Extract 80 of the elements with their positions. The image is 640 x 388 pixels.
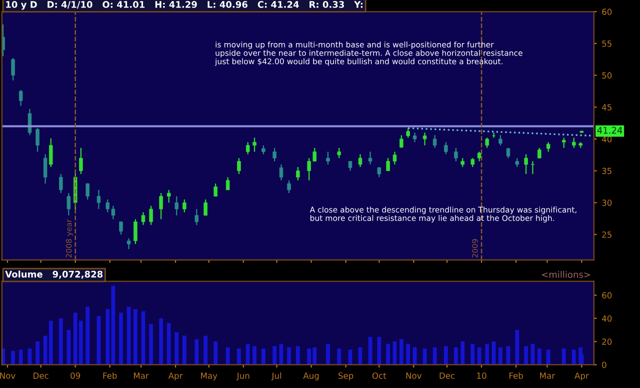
- candlestick: [262, 144, 266, 155]
- bar: [106, 309, 110, 365]
- bar: [214, 342, 218, 365]
- x-tick-label: Sep: [338, 372, 354, 380]
- x-tick-label: Feb: [103, 372, 117, 379]
- bar: [66, 330, 71, 365]
- bar: [18, 350, 23, 365]
- bar: [498, 347, 502, 365]
- bar: [119, 312, 123, 365]
- x-tick-label: Nov: [0, 372, 16, 379]
- bar: [406, 344, 410, 365]
- bar: [399, 339, 404, 365]
- bar: [36, 342, 40, 365]
- bar: [287, 347, 291, 365]
- bar: [337, 348, 342, 365]
- x-tick-label: May: [201, 372, 218, 380]
- x-tick-label: Aug: [303, 372, 319, 380]
- bar: [515, 330, 520, 365]
- x-tick-label: Dec: [34, 372, 48, 379]
- bar: [174, 332, 179, 365]
- bar: [149, 324, 153, 365]
- bar: [562, 348, 566, 365]
- chart-title: 10 y D D: 4/1/10 O: 41.01 H: 41.29 L: 40.96 C: 41.24 R: 0.33 Y:: [6, 1, 362, 10]
- candlestick: [498, 134, 502, 146]
- y-tick-label: 30: [602, 200, 612, 206]
- bar: [86, 306, 90, 365]
- bar: [477, 347, 482, 365]
- bar: [470, 344, 475, 365]
- y-tick-label: 55: [602, 40, 612, 47]
- bar: [246, 344, 250, 365]
- annotation: 41.24: [597, 126, 622, 134]
- x-tick-label: Feb: [509, 372, 523, 379]
- x-tick-label: Nov: [406, 372, 422, 379]
- x-tick-label: 10: [477, 372, 486, 379]
- x-tick-label: Jul: [271, 372, 282, 380]
- bar: [58, 318, 63, 365]
- x-tick-label: Oct: [372, 372, 386, 379]
- y-tick-label: 25: [602, 231, 612, 238]
- bar: [386, 344, 390, 365]
- chart-title: Volume 9,072,828: [5, 270, 103, 279]
- x-tick-label: Dec: [440, 372, 455, 379]
- bar: [204, 336, 208, 365]
- bar: [166, 323, 171, 365]
- x-tick-label: Jun: [236, 372, 250, 380]
- y-axis-title: <millions>: [542, 270, 590, 278]
- y-tick-label: 40: [602, 315, 612, 322]
- bar: [194, 339, 199, 365]
- bar: [182, 336, 186, 365]
- candlestick: [460, 158, 464, 168]
- candlestick: [515, 158, 520, 168]
- bar: [377, 336, 382, 365]
- bar: [572, 350, 576, 365]
- y-tick-label: 50: [602, 72, 612, 79]
- x-tick-label: Apr: [168, 372, 183, 380]
- y-tick-label: 0: [602, 362, 606, 368]
- bar: [272, 346, 276, 365]
- bar: [261, 348, 266, 365]
- bar: [485, 344, 490, 365]
- x-tick-label: 09: [70, 372, 80, 379]
- bar: [454, 347, 458, 365]
- bar: [159, 318, 163, 365]
- x-tick-label: Mar: [134, 372, 149, 379]
- bar: [524, 346, 528, 365]
- bar: [226, 347, 230, 365]
- bar: [134, 309, 138, 365]
- y-tick-label: 45: [602, 104, 612, 110]
- bar: [444, 346, 448, 365]
- bar: [11, 350, 15, 365]
- bar: [236, 348, 241, 365]
- y-tick-label: 60: [602, 8, 612, 15]
- x-tick-label: Apr: [574, 372, 589, 380]
- bar: [252, 346, 256, 365]
- bar: [537, 348, 542, 365]
- y-tick-label: 35: [602, 168, 612, 174]
- bar: [296, 346, 300, 365]
- x-tick-label: Mar: [540, 372, 556, 379]
- y-tick-label: 60: [602, 292, 612, 298]
- bar: [460, 342, 465, 365]
- y-tick-label: 20: [602, 338, 612, 345]
- bar: [326, 344, 330, 365]
